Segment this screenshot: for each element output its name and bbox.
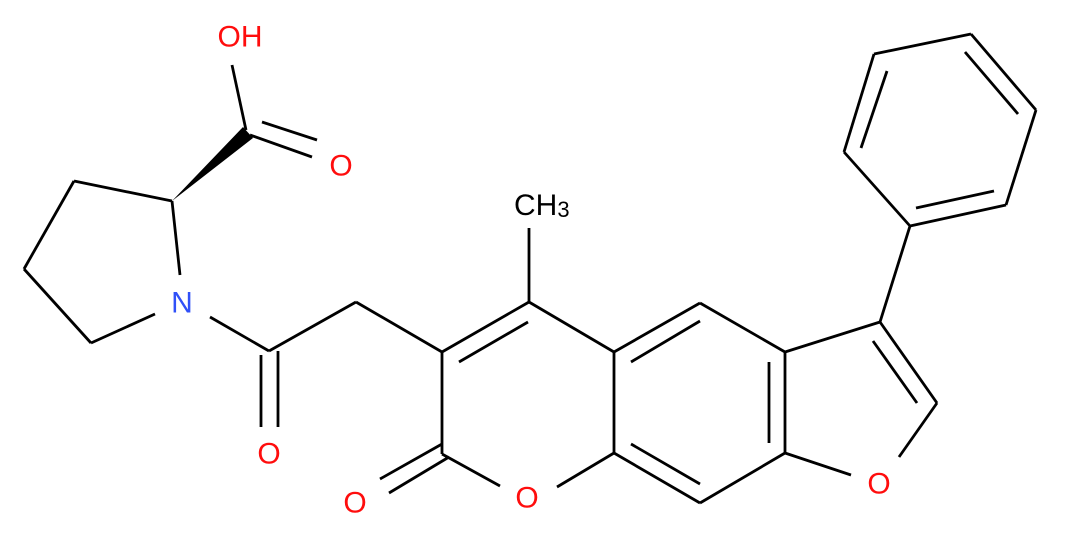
bond-c2-o-a [379,442,443,481]
bond-furan [878,321,939,404]
bond-phenyl [873,32,972,56]
atom-label-carboxyl-oh: OH [218,21,263,54]
bond-ring [73,179,173,203]
bond-phenyl [842,53,876,153]
bond-benz [699,301,786,354]
bond-ring [90,312,156,345]
bond-phenyl [842,151,912,227]
bond-benz [699,451,786,505]
bond-phenyl [969,33,1038,111]
bond-phenyl-inner [963,51,1020,115]
bond-c-o-double-a [249,133,313,159]
bonds [22,32,1038,505]
bond-o1-c8a [556,451,615,489]
atom-labels: OH O N O CH3 O O O [171,21,891,520]
bond-c2-o1 [441,452,501,488]
methyl-ch: CH [514,189,557,222]
bond-phenyl [909,203,1007,228]
bond-benz-inner [630,442,701,486]
bond-c-ch2 [268,300,357,353]
bond-c-o-double-b [261,120,318,142]
methyl-subscript: 3 [557,197,569,222]
atom-label-pyran-o: O [515,482,538,515]
bond-ring [22,268,93,344]
bond-phenyl [1004,109,1038,206]
bond-c3-c4-inner [458,320,529,364]
atom-label-amide-o: O [257,438,280,471]
bond-ch2-c3 [355,300,443,354]
bond-c3-phenyl [878,225,912,323]
bond-n-c [209,315,270,353]
bond-furan-inner [871,340,919,404]
bond-c3-c4 [441,300,530,354]
bond-benz-inner [630,319,701,364]
atom-label-lactone-o: O [343,487,366,520]
bond-ring [22,180,76,270]
bond-phenyl-inner [859,70,889,149]
bond-furan [784,320,881,354]
atom-label-nitrogen: N [171,287,193,320]
bond-furan [784,451,852,477]
atom-label-carboxyl-o: O [329,150,352,183]
bond-phenyl-inner [915,189,995,210]
bond-benz [613,451,701,505]
atom-label-methyl: CH3 [514,189,570,222]
stereo-wedge-bond [172,127,253,201]
bond-c4-c4a [528,300,615,354]
bond-c-oh [230,64,248,131]
bond-ring [170,200,182,276]
bond-c2-o-b [388,455,450,495]
bond-benz [613,301,701,354]
bond-furan [897,402,939,458]
atom-label-furan-o: O [867,468,890,501]
